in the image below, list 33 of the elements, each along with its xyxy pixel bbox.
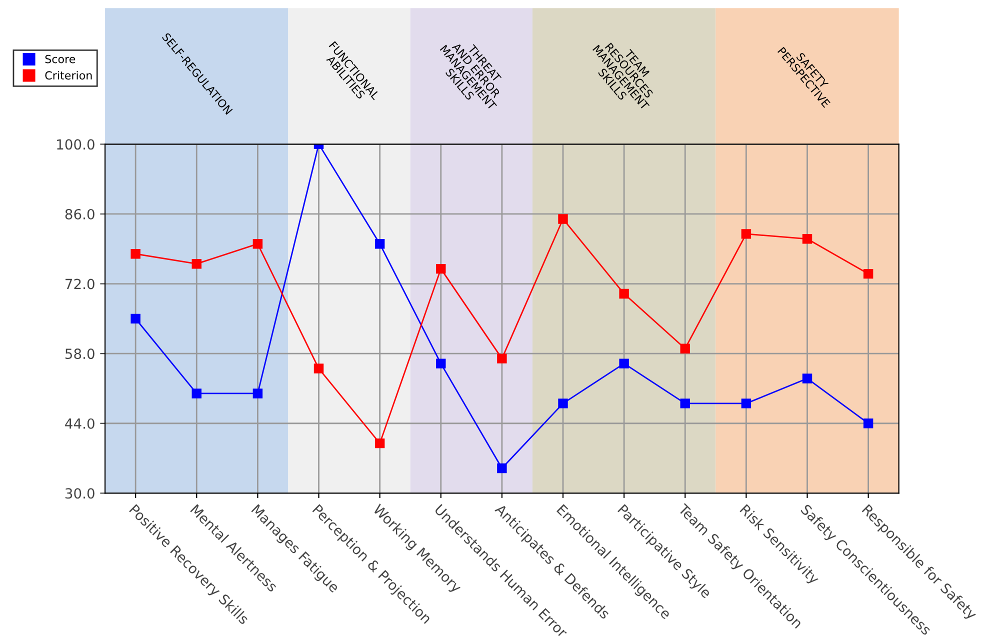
- y-tick-label: 72.0: [66, 278, 94, 290]
- point: [192, 258, 202, 269]
- legend-label: Criterion: [45, 70, 92, 80]
- point: [252, 388, 263, 398]
- y-tick-label: 100.0: [57, 139, 94, 150]
- point: [497, 463, 507, 474]
- point: [619, 358, 629, 368]
- point: [863, 418, 874, 428]
- point: [374, 438, 385, 448]
- point: [741, 229, 752, 239]
- point: [314, 364, 324, 374]
- y-tick-label: 44.0: [65, 418, 94, 429]
- point: [374, 239, 385, 249]
- point: [741, 398, 752, 408]
- point: [252, 239, 263, 249]
- legend-label: Score: [45, 54, 76, 64]
- y-tick-label: 58.0: [65, 348, 94, 360]
- point: [558, 398, 568, 408]
- point: [497, 354, 507, 364]
- point: [192, 388, 202, 398]
- point: [558, 214, 568, 224]
- point: [436, 264, 446, 274]
- point: [863, 268, 874, 279]
- y-tick-label: 86.0: [65, 208, 94, 220]
- point: [130, 314, 140, 324]
- point: [680, 344, 690, 354]
- point: [802, 374, 812, 384]
- point: [619, 288, 629, 299]
- y-tick-label: 30.0: [65, 488, 94, 499]
- point: [436, 358, 446, 368]
- point: [130, 249, 140, 259]
- point: [802, 234, 812, 244]
- point: [680, 398, 690, 408]
